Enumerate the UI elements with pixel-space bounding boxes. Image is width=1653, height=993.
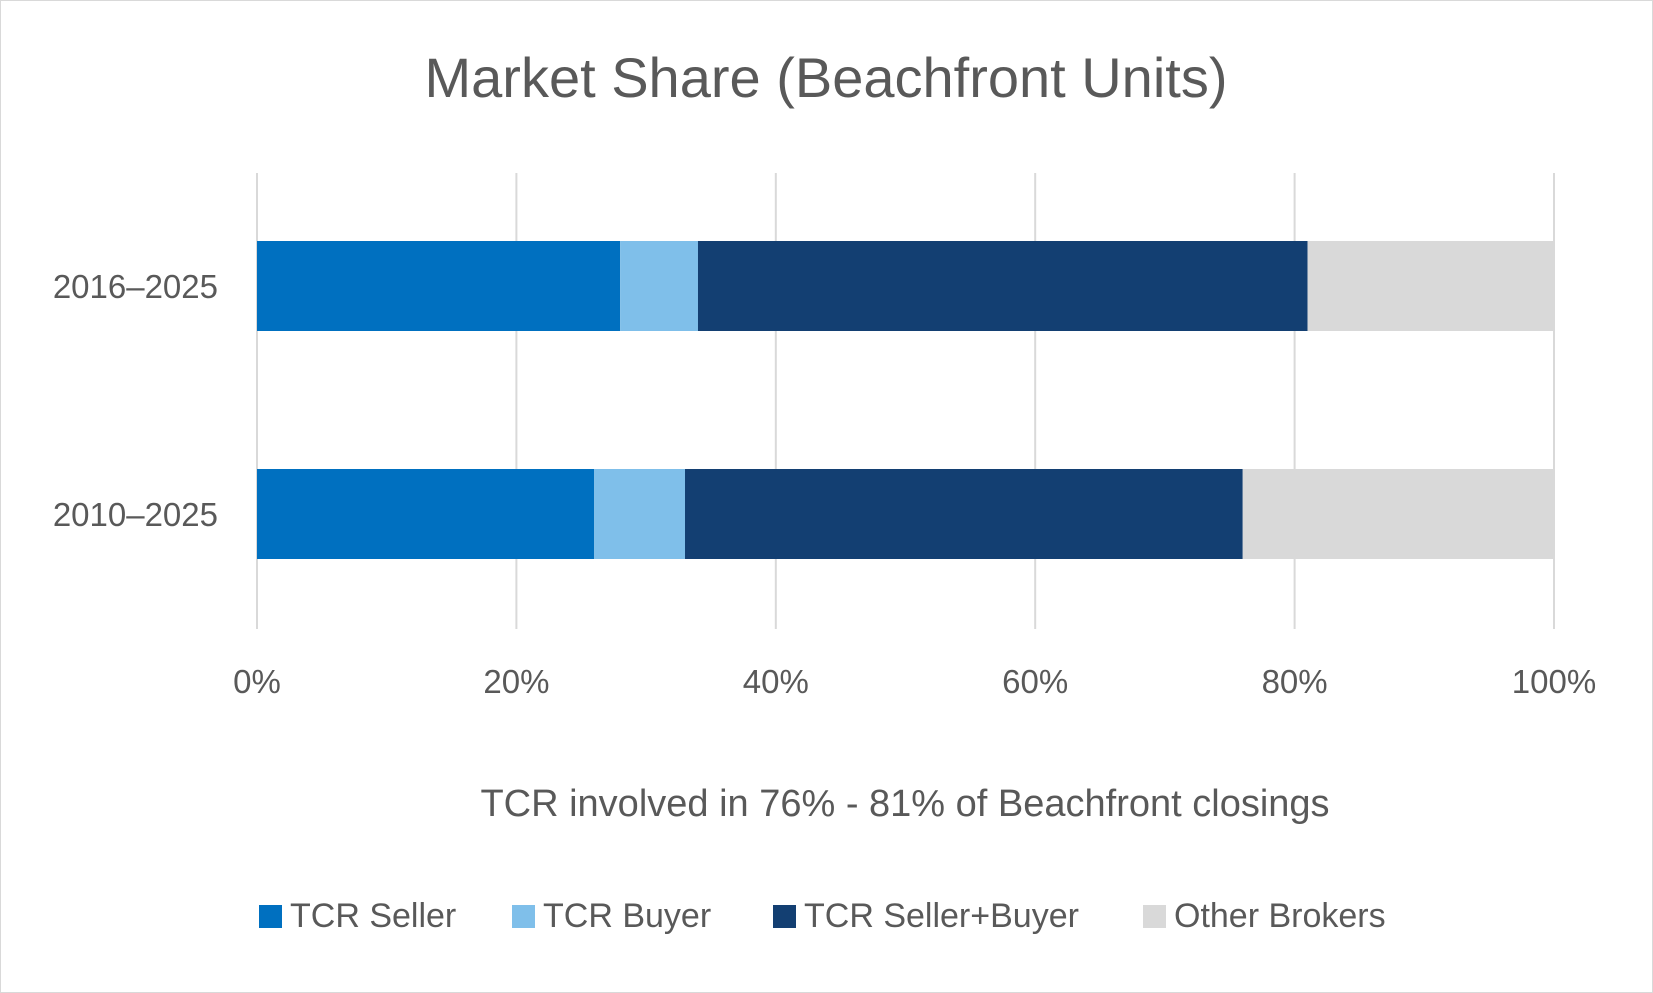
x-tick-label: 40%	[743, 663, 809, 700]
bar-segment-other-brokers	[1307, 241, 1554, 331]
category-label: 2016–2025	[53, 268, 218, 305]
chart-annotation: TCR involved in 76% - 81% of Beachfront …	[480, 783, 1329, 825]
legend-swatch-tcr-seller	[259, 905, 282, 928]
bar-segment-tcr-buyer	[620, 241, 698, 331]
bar-segment-other-brokers	[1242, 469, 1554, 559]
bar-segment-tcr-buyer	[594, 469, 686, 559]
category-label: 2010–2025	[53, 496, 218, 533]
legend-swatch-tcr-buyer	[512, 905, 535, 928]
x-tick-label: 60%	[1002, 663, 1068, 700]
legend-swatch-other-brokers	[1143, 905, 1166, 928]
x-tick-label: 80%	[1262, 663, 1328, 700]
bar-segment-tcr-seller	[257, 469, 595, 559]
legend: TCR Seller TCR Buyer TCR Seller+Buyer Other…	[259, 897, 1386, 935]
bar-segment-tcr-seller-buyer	[697, 241, 1308, 331]
bars	[257, 241, 1554, 559]
bar-segment-tcr-seller	[257, 241, 621, 331]
chart-title: Market Share (Beachfront Units)	[425, 46, 1228, 109]
x-tick-label: 0%	[233, 663, 281, 700]
x-tick-label: 20%	[483, 663, 549, 700]
x-axis-tick-labels: 0% 20% 40% 60% 80% 100%	[233, 663, 1596, 700]
legend-swatch-tcr-seller-buyer	[773, 905, 796, 928]
legend-label-tcr-seller: TCR Seller	[290, 897, 456, 935]
category-labels: 2016–2025 2010–2025	[53, 268, 218, 533]
x-tick-label: 100%	[1512, 663, 1596, 700]
legend-label-tcr-buyer: TCR Buyer	[543, 897, 711, 935]
legend-label-other-brokers: Other Brokers	[1174, 897, 1386, 935]
bar-segment-tcr-seller-buyer	[685, 469, 1243, 559]
legend-label-tcr-seller-buyer: TCR Seller+Buyer	[804, 897, 1079, 935]
